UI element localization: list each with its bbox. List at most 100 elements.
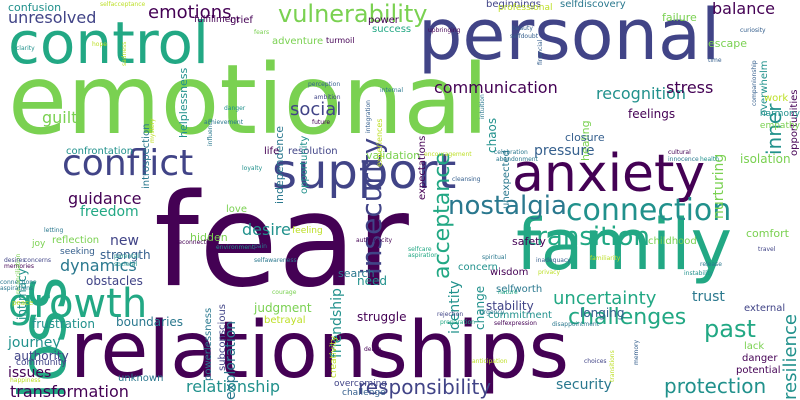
word-travel: travel (758, 246, 776, 253)
word-relationship: relationship (186, 377, 281, 396)
word-dynamics: dynamics (60, 256, 137, 275)
word-overcoming: overcoming (334, 379, 388, 389)
word-financial: financial (537, 40, 544, 66)
word-courage: courage (272, 289, 297, 296)
word-danger: danger (742, 353, 778, 364)
word-relationships: relationships (70, 306, 570, 396)
word-experiences: experiences (375, 118, 384, 167)
word-integration: integration (365, 100, 372, 133)
word-hidden: hidden (190, 231, 228, 244)
word-comfort: comfort (746, 227, 789, 240)
word-helplessness: helplessness (177, 68, 190, 139)
word-isolation: isolation (740, 152, 791, 166)
word-preparation: preparation (440, 319, 475, 326)
word-closure: closure (565, 131, 605, 144)
word-failure: failure (662, 11, 697, 24)
word-escape: escape (708, 37, 748, 50)
word-family: family (516, 204, 733, 286)
word-nature: nature (498, 289, 518, 296)
word-cleansing: cleansing (452, 176, 481, 183)
word-achievement: achievement (204, 119, 244, 126)
word-aspiration: aspiration (408, 252, 438, 259)
word-powerlessness: powerlessness (203, 308, 214, 382)
word-spiritual: spiritual (482, 254, 507, 261)
word-disappointment: disappointment (552, 321, 600, 328)
word-stability: stability (486, 299, 534, 313)
word-parental: parental (114, 253, 140, 260)
word-upbringing: upbringing (428, 27, 461, 34)
word-pain: pain (254, 243, 267, 250)
word-guilt: guilt (42, 108, 78, 127)
word-validation: validation (366, 149, 421, 162)
word-connections: connections (0, 279, 37, 286)
word-professional: professional (498, 3, 553, 13)
word-overwhelm: overwhelm (759, 60, 770, 116)
word-authenticity: authenticity (356, 237, 393, 244)
word-innocence: innocence (668, 156, 699, 163)
word-pressure: pressure (534, 143, 595, 159)
word-security: security (556, 377, 612, 393)
word-journey: journey (8, 335, 61, 351)
word-new: new (110, 233, 139, 249)
word-uncertainty: uncertainty (553, 288, 657, 309)
word-aspirations: aspirations (0, 285, 34, 292)
word-responsibility: responsibility (358, 375, 492, 399)
word-desire: desire (242, 220, 291, 239)
word-anxiety: anxiety (512, 144, 706, 204)
word-emotional: emotional (8, 44, 489, 156)
word-familiarity: familiarity (590, 255, 621, 262)
word-boundaries: boundaries (116, 315, 184, 329)
word-grief: grief (230, 15, 253, 26)
word-struggle: struggle (357, 310, 407, 324)
word-issues: issues (8, 365, 52, 381)
word-environment: environment (216, 244, 255, 251)
word-betrayal: betrayal (264, 315, 306, 326)
word-fears: fears (254, 29, 270, 36)
word-selfexpression: selfexpression (494, 320, 537, 327)
word-concerns: concerns (24, 257, 52, 264)
word-acceptance: acceptance (430, 152, 455, 279)
word-urgency: urgency (480, 309, 505, 316)
word-turmoil: turmoil (326, 36, 355, 45)
word-challenges: challenges (568, 305, 687, 330)
word-anticipation: anticipation (472, 358, 508, 365)
word-life: life (264, 146, 280, 157)
word-commitment: commitment (488, 310, 552, 321)
word-unknown: unknown (118, 373, 164, 384)
word-loyalty: loyalty (242, 165, 263, 172)
word-joy: joy (32, 239, 46, 249)
word-choices: choices (584, 358, 607, 365)
word-search: search (338, 267, 375, 280)
word-transformation: transformation (10, 382, 129, 400)
word-death: death (364, 346, 382, 353)
word-release: release (700, 261, 722, 268)
word-lack: lack (744, 341, 765, 352)
word-community: community (16, 358, 67, 368)
word-influence: influence (207, 118, 214, 146)
word-potential: potential (736, 365, 781, 376)
word-connection: connection (566, 193, 732, 228)
word-selfdoubt: selfdoubt (510, 33, 539, 40)
word-internal: internal (380, 87, 404, 94)
word-selfworth: selfworth (496, 284, 543, 295)
word-past: past (704, 315, 756, 343)
word-control: control (8, 9, 210, 77)
word-ambition: ambition (314, 94, 341, 101)
word-selfacceptance: selfacceptance (100, 1, 146, 8)
word-selfdiscovery: selfdiscovery (560, 0, 626, 10)
word-opportunity: opportunity (299, 136, 310, 195)
word-peace: peace (12, 299, 34, 307)
word-health: health (700, 156, 719, 163)
word-love: love (226, 204, 247, 215)
word-transition: transition (526, 222, 650, 252)
word-future: future (312, 119, 331, 126)
word-communication: communication (434, 78, 558, 97)
word-feelings: feelings (628, 107, 676, 121)
word-trust: trust (692, 289, 725, 305)
word-expectations: expectations (417, 136, 428, 201)
word-growth: growth (8, 281, 148, 327)
word-resolution: resolution (288, 146, 338, 157)
word-happiness: happiness (10, 377, 41, 384)
word-personal: personal (418, 0, 721, 76)
